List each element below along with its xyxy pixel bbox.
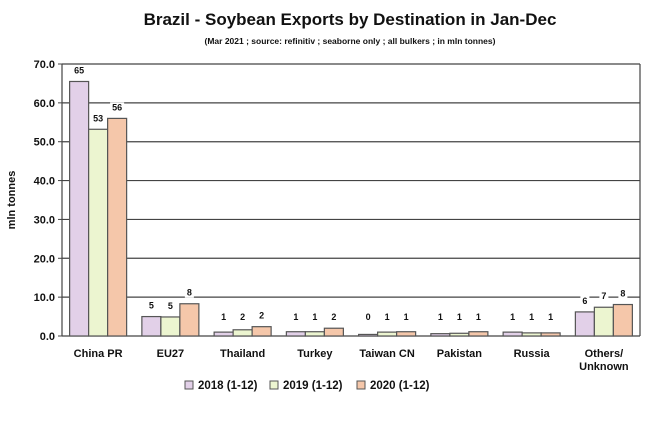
data-label: 1 bbox=[457, 312, 462, 322]
bar bbox=[285, 331, 306, 337]
data-label: 1 bbox=[476, 312, 481, 322]
legend-swatch bbox=[269, 380, 279, 390]
bar bbox=[160, 316, 181, 337]
bar bbox=[107, 117, 128, 337]
data-label-background bbox=[329, 312, 339, 322]
data-label: 53 bbox=[93, 113, 103, 123]
data-label-background bbox=[110, 102, 125, 113]
x-tick-label: China PR bbox=[74, 348, 123, 360]
data-label-background bbox=[184, 287, 194, 298]
data-label: 56 bbox=[112, 102, 122, 112]
data-label: 2 bbox=[240, 312, 245, 322]
data-label: 1 bbox=[548, 312, 553, 322]
data-label-background bbox=[146, 300, 156, 311]
data-label-background bbox=[454, 312, 464, 322]
y-tick-label: 30.0 bbox=[34, 214, 55, 226]
y-tick-label: 0.0 bbox=[40, 331, 55, 343]
bar bbox=[593, 306, 614, 337]
data-label: 1 bbox=[221, 312, 226, 322]
bar bbox=[358, 333, 379, 337]
data-label-background bbox=[435, 312, 445, 322]
x-tick-label: Others/Unknown bbox=[579, 348, 629, 373]
x-tick-label: Thailand bbox=[220, 348, 265, 360]
data-label: 5 bbox=[149, 301, 154, 311]
bar bbox=[251, 326, 272, 337]
chart-title: Brazil - Soybean Exports by Destination … bbox=[144, 10, 557, 29]
data-label: 1 bbox=[312, 312, 317, 322]
y-tick-label: 60.0 bbox=[34, 98, 55, 110]
bar bbox=[540, 332, 561, 337]
data-label-background bbox=[599, 291, 609, 302]
bar bbox=[449, 332, 470, 337]
bar bbox=[377, 331, 398, 337]
data-label: 1 bbox=[404, 312, 409, 322]
data-label: 1 bbox=[510, 312, 515, 322]
data-label-background bbox=[401, 312, 411, 322]
bar bbox=[502, 331, 523, 337]
x-tick-label: EU27 bbox=[157, 348, 185, 360]
x-tick-label: Russia bbox=[514, 348, 551, 360]
data-label: 1 bbox=[438, 312, 443, 322]
data-label-background bbox=[580, 295, 590, 306]
x-tick-label: Turkey bbox=[297, 348, 333, 360]
y-tick-label: 50.0 bbox=[34, 137, 55, 149]
bar bbox=[213, 331, 234, 337]
x-tick-label: Pakistan bbox=[437, 348, 483, 360]
data-label: 2 bbox=[331, 312, 336, 322]
bar bbox=[88, 128, 109, 337]
y-tick-label: 20.0 bbox=[34, 253, 55, 265]
legend-label: 2020 (1-12) bbox=[370, 380, 430, 392]
bar bbox=[304, 331, 325, 337]
data-label-background bbox=[165, 300, 175, 311]
bar bbox=[69, 80, 90, 337]
bar bbox=[521, 332, 542, 337]
data-label: 7 bbox=[601, 291, 606, 301]
bar bbox=[574, 311, 595, 337]
data-label: 65 bbox=[74, 65, 84, 75]
data-label-background bbox=[291, 312, 301, 322]
bar bbox=[430, 333, 451, 337]
bar bbox=[396, 331, 417, 337]
x-tick-label: Taiwan CN bbox=[359, 348, 414, 360]
data-label: 1 bbox=[293, 312, 298, 322]
legend-label: 2018 (1-12) bbox=[198, 380, 258, 392]
data-label-background bbox=[546, 312, 556, 322]
data-label-background bbox=[72, 65, 87, 76]
data-label: 1 bbox=[529, 312, 534, 322]
data-label: 8 bbox=[620, 289, 625, 299]
data-label: 0 bbox=[366, 312, 371, 322]
data-label: 8 bbox=[187, 288, 192, 298]
bar bbox=[141, 315, 162, 337]
y-tick-label: 10.0 bbox=[34, 292, 55, 304]
data-label-background bbox=[473, 312, 483, 322]
bar bbox=[232, 329, 253, 337]
data-label-background bbox=[508, 312, 518, 322]
data-label-background bbox=[618, 288, 628, 299]
data-label: 2 bbox=[259, 311, 264, 321]
y-tick-label: 70.0 bbox=[34, 59, 55, 71]
chart-subtitle: (Mar 2021 ; source: refinitiv ; seaborne… bbox=[205, 36, 496, 46]
data-label-background bbox=[382, 312, 392, 322]
y-tick-label: 40.0 bbox=[34, 176, 55, 188]
data-label-background bbox=[91, 113, 106, 124]
bar bbox=[468, 331, 489, 337]
data-label-background bbox=[257, 310, 267, 321]
bar bbox=[179, 303, 200, 337]
bar bbox=[612, 303, 633, 337]
data-label-background bbox=[527, 312, 537, 322]
y-axis-label: mln tonnes bbox=[6, 171, 18, 230]
bar bbox=[323, 327, 344, 337]
data-label: 1 bbox=[385, 312, 390, 322]
data-label: 5 bbox=[168, 301, 173, 311]
data-label-background bbox=[219, 312, 229, 322]
data-label-background bbox=[310, 312, 320, 322]
data-label: 6 bbox=[582, 296, 587, 306]
legend-swatch bbox=[184, 380, 194, 390]
legend-label: 2019 (1-12) bbox=[283, 380, 343, 392]
legend-swatch bbox=[356, 380, 366, 390]
data-label-background bbox=[363, 312, 373, 322]
data-label-background bbox=[238, 312, 248, 322]
